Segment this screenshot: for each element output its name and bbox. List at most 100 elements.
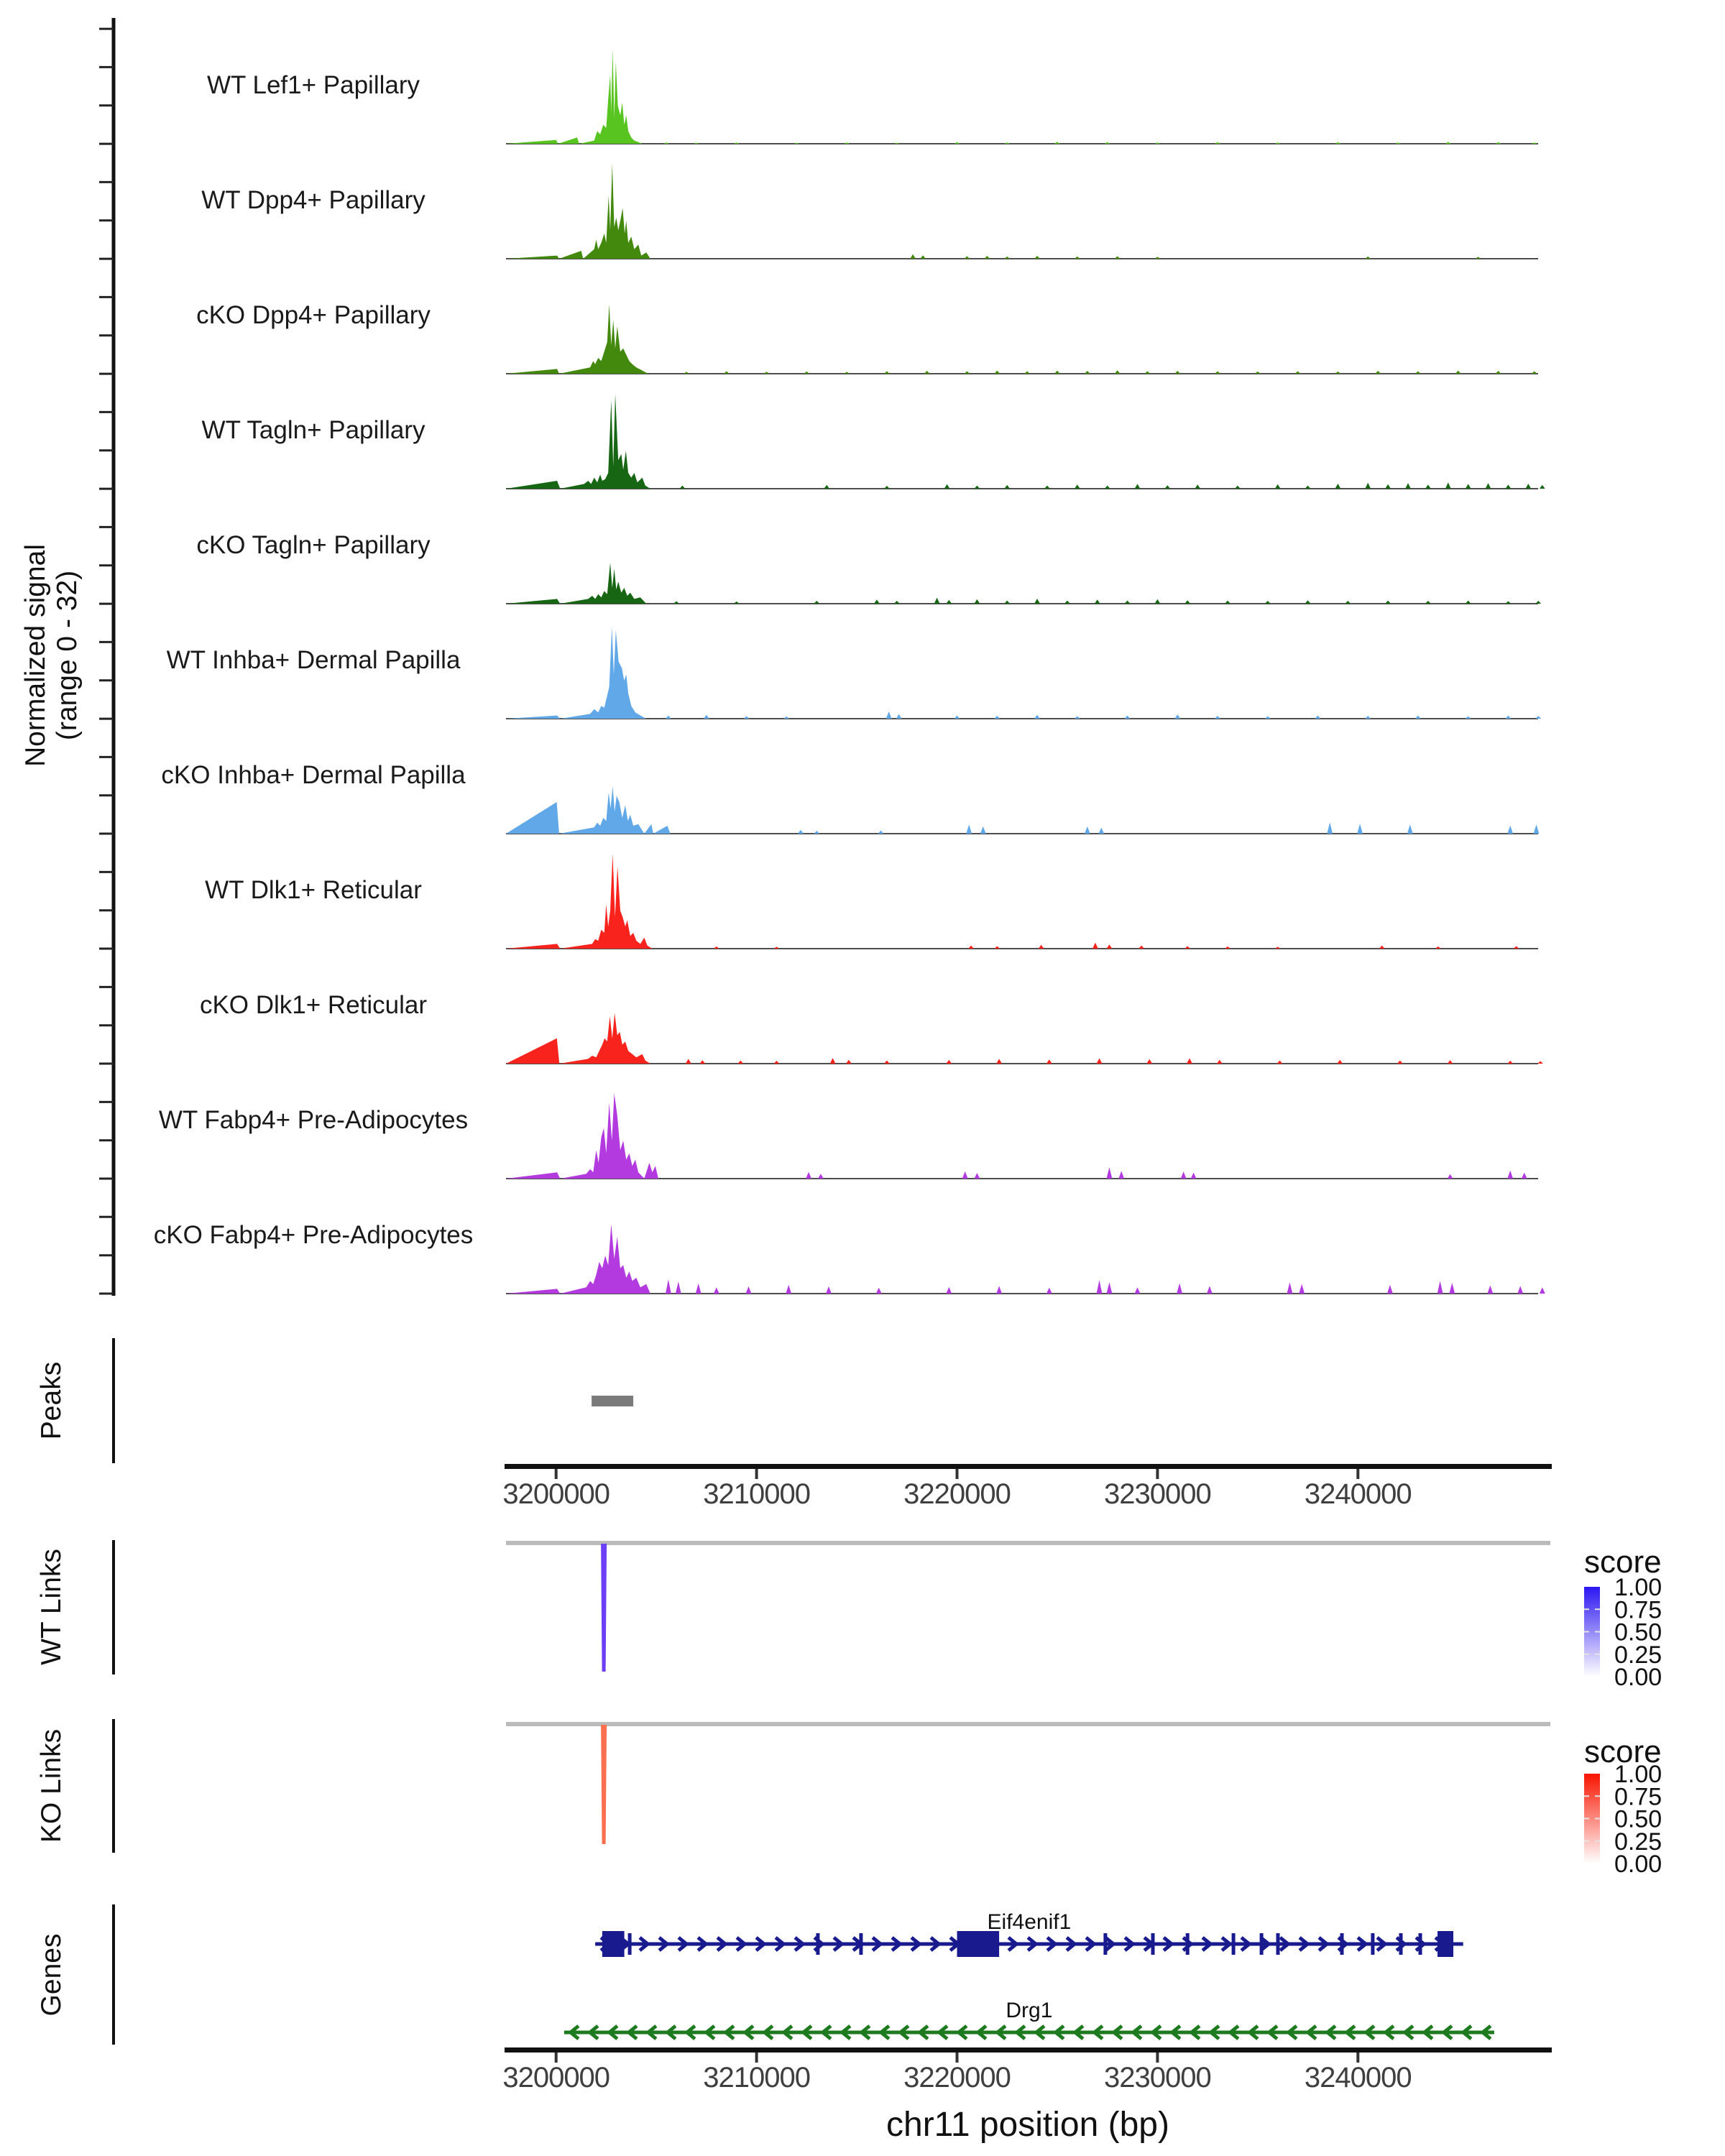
signal-area-2 [506,304,1538,374]
genome-axis-tick [554,1469,558,1479]
peak-interval [592,1396,634,1406]
strand-arrow-icon [1033,2024,1046,2040]
strand-arrow-icon [774,1936,787,1952]
strand-arrow-icon [664,2024,677,2040]
strand-arrow-icon [658,1936,671,1952]
strand-arrow-icon [1479,2024,1492,2040]
genome-axis-line [505,2047,1552,2053]
strand-arrow-icon [1085,1936,1098,1952]
signal-tracks-layer: WT Lef1+ Papillary WT Dpp4+ Papillary cKO … [154,49,1545,1294]
gene-exon-small [1259,1933,1264,1955]
ko-score-legend-title: score [1584,1734,1662,1769]
links-top-line [506,1722,1550,1726]
strand-arrow-icon [1123,1936,1136,1952]
legend-tick-label: 0.75 [1614,1596,1662,1623]
strand-arrow-icon [716,1936,729,1952]
signal-track: cKO Fabp4+ Pre-Adipocytes [154,1221,1545,1294]
strand-arrow-icon [1298,1936,1311,1952]
strand-arrow-icon [1363,2024,1376,2040]
wt-score-legend-title: score [1584,1544,1662,1580]
wt-links-layer [506,1541,1550,1672]
gene: Eif4enif1 [595,1910,1463,1957]
strand-arrow-icon [910,1936,923,1952]
genome-axis-tick-label: 3210000 [703,2062,810,2093]
signal-area-1 [506,164,1538,259]
strand-arrow-icon [832,1936,845,1952]
wt-score-legend: 1.000.750.500.250.00 [1584,1574,1662,1691]
gene-name-label: Drg1 [1006,1999,1052,2022]
gene-name-label: Eif4enif1 [988,1910,1072,1934]
strand-arrow-icon [1246,2024,1259,2040]
strand-arrow-icon [755,1936,768,1952]
strand-arrow-icon [1402,2024,1414,2040]
signal-track: WT Dlk1+ Reticular [205,854,1538,949]
strand-arrow-icon [735,1936,748,1952]
gene-exon-small [1151,1933,1155,1955]
signal-track: WT Lef1+ Papillary [207,49,1538,144]
genome-axis-tick [1356,1469,1360,1479]
strand-arrow-icon [696,1936,709,1952]
strand-arrow-icon [1376,1936,1389,1952]
genome-axis-tick-label: 3230000 [1104,2062,1211,2093]
genome-axis-tick-label: 3210000 [703,1478,810,1510]
strand-arrow-icon [703,2024,716,2040]
strand-arrow-icon [1007,1936,1020,1952]
gene: Drg1 [564,1999,1494,2040]
signal-track: cKO Dpp4+ Papillary [196,301,1538,374]
signal-area-7 [506,854,1538,949]
genome-axis-tick [1156,1469,1159,1479]
strand-arrow-icon [1240,1936,1253,1952]
genome-axis-tick [1356,2053,1360,2063]
strand-arrow-icon [567,2024,580,2040]
genome-axis-tick [755,1469,758,1479]
legend-tick-label: 1.00 [1614,1761,1662,1788]
strand-arrow-icon [722,2024,735,2040]
strand-arrow-icon [1266,2024,1279,2040]
strand-arrow-icon [1317,1936,1330,1952]
gene-exon-small [1185,1933,1190,1955]
strand-arrow-icon [955,2024,968,2040]
signal-area-3 [506,394,1545,489]
genes-section-label: Genes [36,1934,67,2017]
strand-arrow-icon [1279,1936,1292,1952]
gene-exon-small [859,1933,863,1955]
strand-arrow-icon [1149,2024,1162,2040]
strand-arrow-icon [897,2024,910,2040]
signal-track: cKO Dlk1+ Reticular [200,991,1543,1064]
signal-area-9 [506,1093,1538,1179]
signal-area-8 [506,1013,1543,1064]
track-label: cKO Dlk1+ Reticular [200,991,427,1019]
strand-arrow-icon [878,2024,891,2040]
strand-arrow-icon [800,2024,813,2040]
genome-axis-tick-label: 3220000 [903,2062,1011,2093]
strand-arrow-icon [1104,1936,1117,1952]
signal-area-0 [506,49,1538,144]
strand-arrow-icon [684,2024,696,2040]
genome-axis-tick [1156,2053,1159,2063]
gene-exon-large [1438,1931,1453,1957]
strand-arrow-icon [916,2024,929,2040]
signal-track: WT Dpp4+ Papillary [201,164,1538,259]
legend-tick-label: 0.75 [1614,1783,1662,1810]
gene-exon-small [1371,1933,1375,1955]
genome-axis-tick [554,2053,558,2063]
gene-exon-small [1340,1933,1344,1955]
strand-arrow-icon [1201,1936,1214,1952]
legend-tick-label: 0.50 [1614,1619,1662,1646]
track-label: WT Dlk1+ Reticular [205,876,422,904]
legend-tick-label: 1.00 [1614,1574,1662,1601]
strand-arrow-icon [1110,2024,1123,2040]
strand-arrow-icon [781,2024,794,2040]
track-label: cKO Tagln+ Papillary [196,531,431,559]
track-label: cKO Dpp4+ Papillary [196,301,431,329]
strand-arrow-icon [1421,2024,1434,2040]
strand-arrow-icon [1343,2024,1356,2040]
gene-exon-large [957,1931,1000,1957]
strand-arrow-icon [1046,1936,1059,1952]
wt-links-section-label: WT Links [36,1549,67,1665]
track-label: cKO Inhba+ Dermal Papilla [161,761,466,789]
track-label: cKO Fabp4+ Pre-Adipocytes [154,1221,474,1249]
y-axis-label-line2: (range 0 - 32) [52,571,83,740]
gene-exon-small [1103,1933,1108,1955]
signal-track: WT Fabp4+ Pre-Adipocytes [159,1093,1538,1179]
